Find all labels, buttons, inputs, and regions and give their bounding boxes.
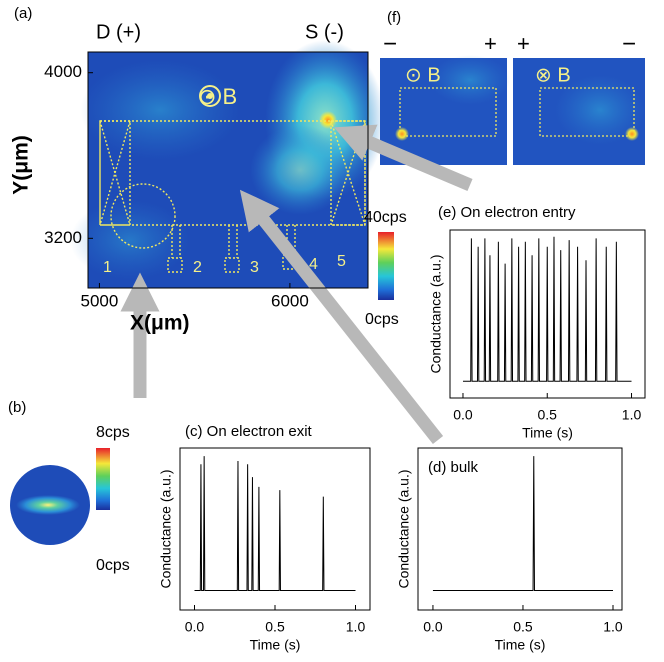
annotation: ⊗ B [535, 64, 571, 86]
annotation: + [484, 31, 497, 56]
colorbar-label: 8cps [96, 424, 130, 441]
annotation: 2 [193, 259, 202, 276]
annotation: 5 [337, 253, 346, 270]
x-tick-label: 0.0 [423, 619, 443, 635]
annotation: 3 [250, 259, 259, 276]
y-axis-label: Y(μm) [10, 135, 33, 195]
x-tick-label: 0.0 [185, 619, 205, 635]
trace [194, 456, 356, 592]
x-axis-label: Time (s) [250, 637, 301, 653]
arrows [120, 124, 473, 445]
panel-label: (f) [387, 9, 401, 26]
y-axis-label: Conductance (a.u.) [428, 254, 444, 373]
heatmap-a [70, 40, 394, 300]
x-tick-label: 0.5 [538, 407, 558, 423]
annotation: − [622, 30, 636, 57]
y-tick-label: 4000 [44, 62, 82, 81]
panel-label: (a) [14, 5, 32, 22]
x-tick-label: 6000 [271, 291, 309, 310]
trace [462, 236, 632, 382]
annotation: + [517, 31, 530, 56]
annotation: − [383, 30, 397, 57]
colorbar-label: 0cps [365, 311, 399, 328]
x-tick-label: 0.5 [513, 619, 533, 635]
y-tick-label: 3200 [44, 228, 82, 247]
x-tick-label: 0.0 [453, 407, 473, 423]
chart-title: (d) bulk [428, 459, 479, 476]
x-tick-label: 1.0 [622, 407, 642, 423]
heatmap-f [380, 55, 645, 165]
x-axis-label: Time (s) [495, 637, 546, 653]
chart-title: (c) On electron exit [185, 423, 313, 440]
annotation: ⊙ B [198, 84, 237, 109]
annotation: 1 [103, 259, 112, 276]
chart-title: (e) On electron entry [438, 204, 576, 221]
plot-frame [179, 447, 371, 611]
plot-frame [87, 51, 369, 289]
annotation: ⊙ B [405, 64, 441, 86]
x-axis-label: Time (s) [522, 425, 573, 441]
x-tick-label: 1.0 [603, 619, 623, 635]
heatmap-b [10, 448, 110, 545]
y-axis-label: Conductance (a.u.) [158, 469, 174, 588]
colorbar-label: 0cps [96, 557, 130, 574]
panel-label: (b) [8, 399, 26, 416]
x-tick-label: 1.0 [346, 619, 366, 635]
colorbar-label: 40cps [364, 209, 407, 226]
x-tick-label: 0.5 [265, 619, 285, 635]
x-axis-label: X(μm) [130, 312, 190, 335]
trace [432, 456, 613, 592]
annotation: S (-) [305, 21, 344, 43]
x-tick-label: 5000 [81, 291, 119, 310]
annotation: D (+) [96, 21, 141, 43]
y-axis-label: Conductance (a.u.) [396, 469, 412, 588]
annotation: 4 [309, 256, 318, 273]
plot-frame [417, 447, 623, 611]
